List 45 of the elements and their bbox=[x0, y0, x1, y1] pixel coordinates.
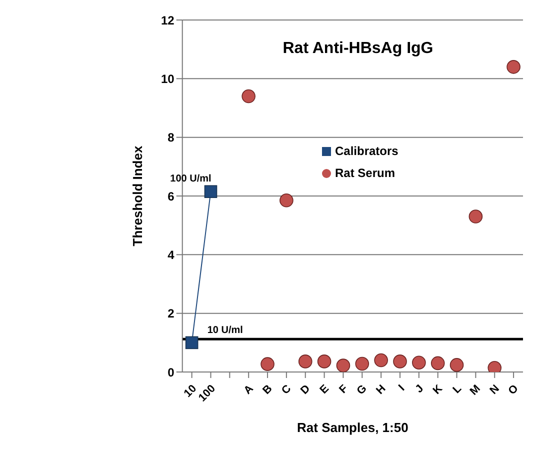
point bbox=[393, 354, 407, 368]
point bbox=[185, 336, 198, 350]
y-tick-label: 4 bbox=[168, 248, 175, 262]
point bbox=[317, 354, 332, 368]
y-tick-label: 12 bbox=[161, 13, 175, 28]
point bbox=[468, 210, 483, 224]
x-tick-label: F bbox=[337, 382, 351, 396]
point bbox=[506, 60, 520, 74]
x-tick-label: D bbox=[298, 382, 313, 397]
y-tick-label: 6 bbox=[168, 189, 175, 204]
point bbox=[298, 354, 312, 368]
point bbox=[336, 358, 350, 372]
legend-label: Rat Serum bbox=[335, 166, 396, 180]
x-tick-label: N bbox=[488, 382, 502, 397]
point bbox=[260, 357, 274, 371]
x-tick-label: B bbox=[260, 382, 275, 397]
x-tick-label: E bbox=[318, 382, 332, 396]
x-tick-label: O bbox=[506, 382, 522, 398]
x-tick-label: G bbox=[354, 382, 370, 398]
x-tick-label: H bbox=[374, 382, 388, 397]
legend-label: Calibrators bbox=[335, 144, 398, 158]
point bbox=[355, 356, 370, 371]
y-tick-label: 8 bbox=[168, 130, 175, 145]
y-tick-label: 2 bbox=[168, 306, 175, 321]
point bbox=[412, 356, 426, 370]
text: Rat Anti-HBsAg IgG bbox=[282, 40, 434, 57]
point bbox=[280, 194, 294, 208]
x-tick-label: L bbox=[450, 382, 464, 396]
x-tick-label: K bbox=[430, 382, 446, 397]
x-tick-label: I bbox=[396, 382, 408, 394]
x-tick-label: C bbox=[280, 382, 294, 397]
y-tick-label: 0 bbox=[168, 365, 175, 380]
point bbox=[430, 356, 445, 370]
y-tick-label: 10 bbox=[161, 72, 175, 86]
point bbox=[242, 89, 256, 104]
point bbox=[204, 185, 218, 198]
x-tick-label: J bbox=[413, 382, 426, 396]
point bbox=[450, 358, 464, 372]
x-tick-label: M bbox=[468, 382, 483, 398]
point bbox=[374, 353, 388, 368]
y-axis-title: Threshold Index bbox=[130, 145, 145, 246]
x-axis-title: Rat Samples, 1:50 bbox=[297, 420, 408, 435]
x-tick-label: A bbox=[242, 382, 256, 397]
ref-line-label: 10 U/ml bbox=[207, 325, 244, 336]
annotation: 100 U/ml bbox=[170, 174, 212, 185]
